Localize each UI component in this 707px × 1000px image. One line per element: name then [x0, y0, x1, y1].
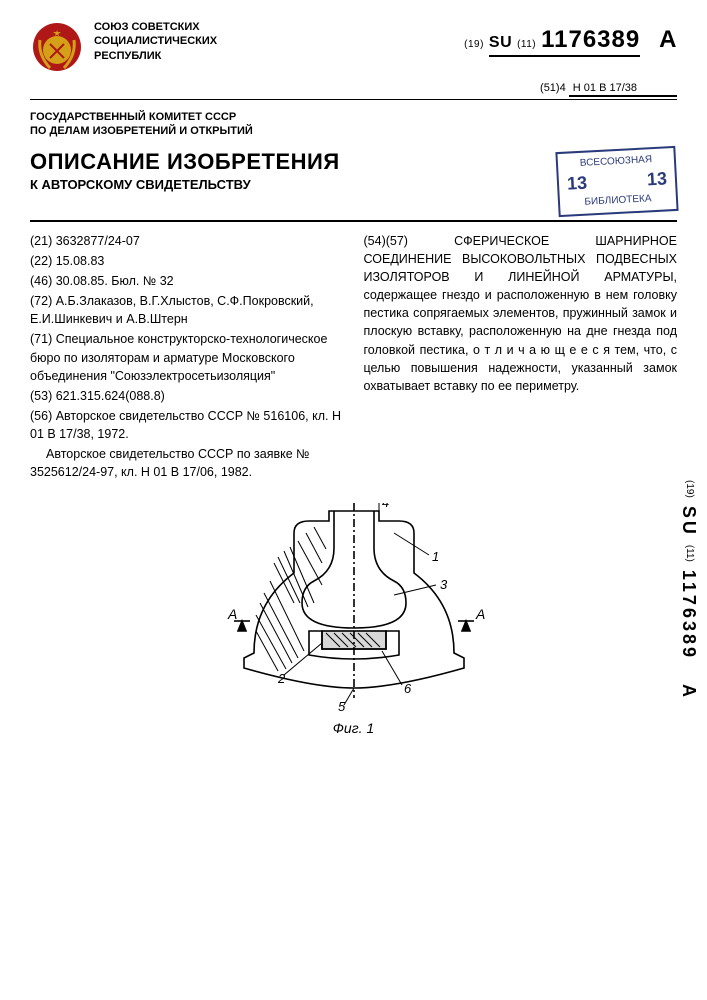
- side-document-number: (19) SU (11) 1176389 A: [678, 480, 699, 700]
- field-56a: (56) Авторское свидетельство СССР № 5161…: [30, 407, 344, 443]
- section-label-a-left: A: [227, 606, 237, 622]
- stamp-right-num: 13: [646, 166, 667, 192]
- ipc-prefix: (51)4: [540, 82, 566, 94]
- ref-1: 1: [432, 549, 439, 564]
- committee-line1: ГОСУДАРСТВЕННЫЙ КОМИТЕТ СССР: [30, 110, 677, 124]
- field-22: (22) 15.08.83: [30, 252, 344, 270]
- field-21: (21) 3632877/24-07: [30, 232, 344, 250]
- abstract-text: (54)(57) СФЕРИЧЕСКОЕ ШАРНИРНОЕ СОЕДИНЕНИ…: [364, 232, 678, 395]
- field-56b: Авторское свидетельство СССР по заявке №…: [30, 445, 344, 481]
- committee-name: ГОСУДАРСТВЕННЫЙ КОМИТЕТ СССР ПО ДЕЛАМ ИЗ…: [30, 110, 677, 139]
- country-code: SU: [489, 34, 512, 51]
- ref-4: 4: [382, 503, 389, 510]
- ipc-code: H 01 B 17/38: [569, 82, 677, 97]
- document-number: (19) SU (11) 1176389 A: [464, 20, 677, 57]
- figure-drawing: A A 1 2 3 4 5 6: [214, 503, 494, 713]
- ussr-emblem-icon: [30, 20, 84, 74]
- field-19: (19): [464, 39, 484, 50]
- section-label-a-right: A: [475, 606, 485, 622]
- side-11: (11): [684, 545, 695, 562]
- side-number: 1176389: [679, 570, 699, 660]
- stamp-left-num: 13: [566, 170, 587, 196]
- ref-3: 3: [440, 577, 448, 592]
- kind-code: A: [659, 26, 677, 53]
- patent-number: 1176389: [541, 26, 640, 53]
- union-line2: СОЦИАЛИСТИЧЕСКИХ: [94, 34, 234, 48]
- side-kind: A: [679, 684, 699, 700]
- union-line3: РЕСПУБЛИК: [94, 49, 234, 63]
- field-72-authors: (72) А.Б.Злаказов, В.Г.Хлыстов, С.Ф.Покр…: [30, 292, 344, 328]
- document-title: ОПИСАНИЕ ИЗОБРЕТЕНИЯ К АВТОРСКОМУ СВИДЕТ…: [30, 149, 547, 192]
- ref-2: 2: [277, 671, 286, 686]
- ref-6: 6: [404, 681, 412, 696]
- ipc-classification: (51)4 H 01 B 17/38: [30, 82, 677, 100]
- figure-caption: Фиг. 1: [30, 720, 677, 736]
- field-46: (46) 30.08.85. Бюл. № 32: [30, 272, 344, 290]
- side-country: SU: [679, 506, 699, 537]
- title-main: ОПИСАНИЕ ИЗОБРЕТЕНИЯ: [30, 149, 547, 175]
- side-19: (19): [684, 480, 695, 498]
- field-11: (11): [517, 39, 536, 50]
- union-name: СОЮЗ СОВЕТСКИХ СОЦИАЛИСТИЧЕСКИХ РЕСПУБЛИ…: [94, 20, 234, 63]
- figure-1: A A 1 2 3 4 5 6 Фиг. 1: [30, 503, 677, 736]
- left-column: (21) 3632877/24-07 (22) 15.08.83 (46) 30…: [30, 232, 344, 484]
- title-sub: К АВТОРСКОМУ СВИДЕТЕЛЬСТВУ: [30, 177, 547, 192]
- library-stamp: ВСЕСОЮЗНАЯ 13 13 БИБЛИОТЕКА: [555, 145, 678, 216]
- union-line1: СОЮЗ СОВЕТСКИХ: [94, 20, 234, 34]
- field-71-applicant: (71) Специальное конструкторско-технолог…: [30, 330, 344, 384]
- committee-line2: ПО ДЕЛАМ ИЗОБРЕТЕНИЙ И ОТКРЫТИЙ: [30, 124, 677, 138]
- right-column: (54)(57) СФЕРИЧЕСКОЕ ШАРНИРНОЕ СОЕДИНЕНИ…: [364, 232, 678, 484]
- field-53: (53) 621.315.624(088.8): [30, 387, 344, 405]
- ref-5: 5: [338, 699, 346, 713]
